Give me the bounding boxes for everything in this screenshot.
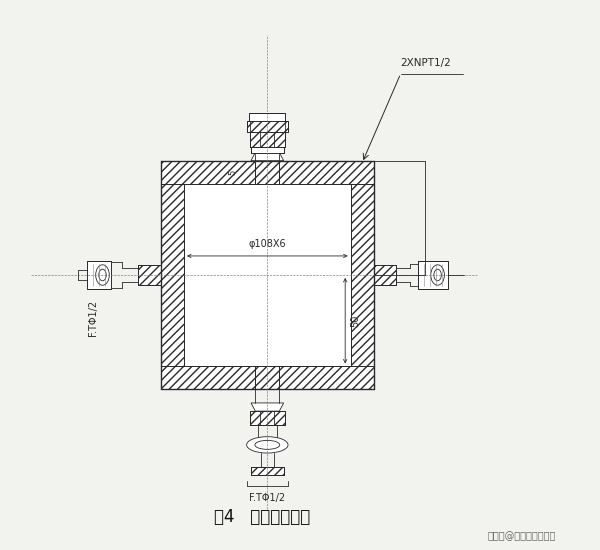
Ellipse shape xyxy=(431,265,445,285)
Bar xyxy=(373,265,397,285)
Bar xyxy=(350,184,373,366)
Ellipse shape xyxy=(95,265,109,285)
Ellipse shape xyxy=(255,441,280,449)
Bar xyxy=(418,261,448,289)
Bar xyxy=(161,366,373,389)
Bar xyxy=(184,184,350,366)
Bar xyxy=(161,161,373,184)
Ellipse shape xyxy=(434,269,442,281)
Text: 2XNPT1/2: 2XNPT1/2 xyxy=(401,58,451,68)
Bar xyxy=(256,161,280,184)
Bar xyxy=(256,366,280,389)
Bar xyxy=(161,184,184,366)
Bar xyxy=(86,261,111,289)
Text: 5: 5 xyxy=(229,169,238,175)
Bar xyxy=(161,161,373,184)
Bar xyxy=(161,366,373,389)
Bar xyxy=(247,121,288,132)
Bar xyxy=(256,161,280,184)
Bar xyxy=(250,113,286,121)
Ellipse shape xyxy=(99,269,106,281)
Text: F.TΦ1/2: F.TΦ1/2 xyxy=(88,300,98,336)
Text: F.TΦ1/2: F.TΦ1/2 xyxy=(249,493,286,503)
Bar xyxy=(250,132,285,147)
Text: φ108X6: φ108X6 xyxy=(248,239,286,249)
Bar xyxy=(139,265,161,285)
Bar xyxy=(350,184,373,366)
Bar xyxy=(250,411,285,425)
Bar xyxy=(373,265,397,285)
Bar xyxy=(139,265,161,285)
Bar xyxy=(251,466,284,475)
Text: 搜狐号@嘉可自动化仪表: 搜狐号@嘉可自动化仪表 xyxy=(488,531,556,541)
Text: 图4   冷凝罐示意图: 图4 冷凝罐示意图 xyxy=(214,508,310,526)
Bar xyxy=(251,147,284,152)
Bar xyxy=(250,411,285,425)
Polygon shape xyxy=(251,403,284,411)
Bar xyxy=(161,184,184,366)
Bar xyxy=(251,466,284,475)
Bar xyxy=(247,121,288,132)
Ellipse shape xyxy=(247,437,288,453)
Text: 50: 50 xyxy=(350,315,361,327)
Polygon shape xyxy=(251,152,284,161)
Bar xyxy=(250,132,285,147)
Bar xyxy=(256,366,280,389)
